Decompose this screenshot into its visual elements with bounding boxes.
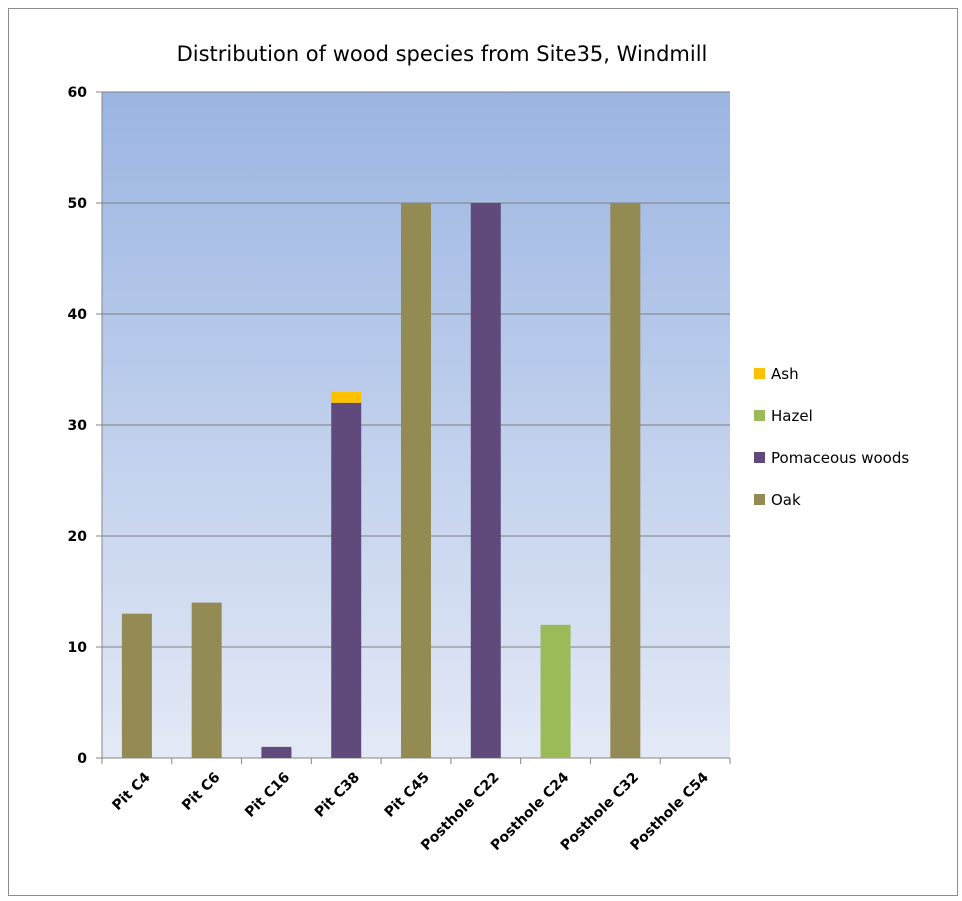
legend-swatch xyxy=(754,494,765,505)
x-tick-label: Pit C4 xyxy=(109,769,153,813)
y-tick-label: 60 xyxy=(68,85,88,101)
bar-chart: Distribution of wood species from Site35… xyxy=(68,42,910,854)
y-tick-label: 0 xyxy=(77,751,87,767)
x-tick-label: Pit C6 xyxy=(179,770,223,814)
legend-label: Ash xyxy=(771,365,799,383)
bar-ash xyxy=(331,391,362,403)
legend-label: Hazel xyxy=(771,407,813,425)
bar-oak xyxy=(191,602,222,758)
bar-oak xyxy=(610,203,641,758)
y-tick-label: 10 xyxy=(68,640,88,656)
x-tick-label: Pit C16 xyxy=(242,770,293,821)
legend-label: Oak xyxy=(771,491,801,509)
bar-hazel xyxy=(540,624,571,758)
y-tick-label: 50 xyxy=(68,196,88,212)
legend-swatch xyxy=(754,368,765,379)
x-tick-label: Pit C45 xyxy=(382,770,433,821)
y-tick-label: 30 xyxy=(68,418,88,434)
bar-oak xyxy=(401,203,431,758)
chart-title: Distribution of wood species from Site35… xyxy=(177,42,708,66)
bar-pomaceous-woods xyxy=(470,203,501,758)
legend-swatch xyxy=(754,452,765,463)
bar-pomaceous-woods xyxy=(331,402,362,758)
y-tick-label: 40 xyxy=(68,307,88,323)
legend-swatch xyxy=(754,410,765,421)
x-tick-label: Pit C38 xyxy=(312,770,363,821)
legend-label: Pomaceous woods xyxy=(771,449,909,467)
y-tick-label: 20 xyxy=(68,529,88,545)
chart-frame: Distribution of wood species from Site35… xyxy=(8,8,958,896)
bar-pomaceous-woods xyxy=(261,746,292,758)
bar-oak xyxy=(121,613,152,758)
